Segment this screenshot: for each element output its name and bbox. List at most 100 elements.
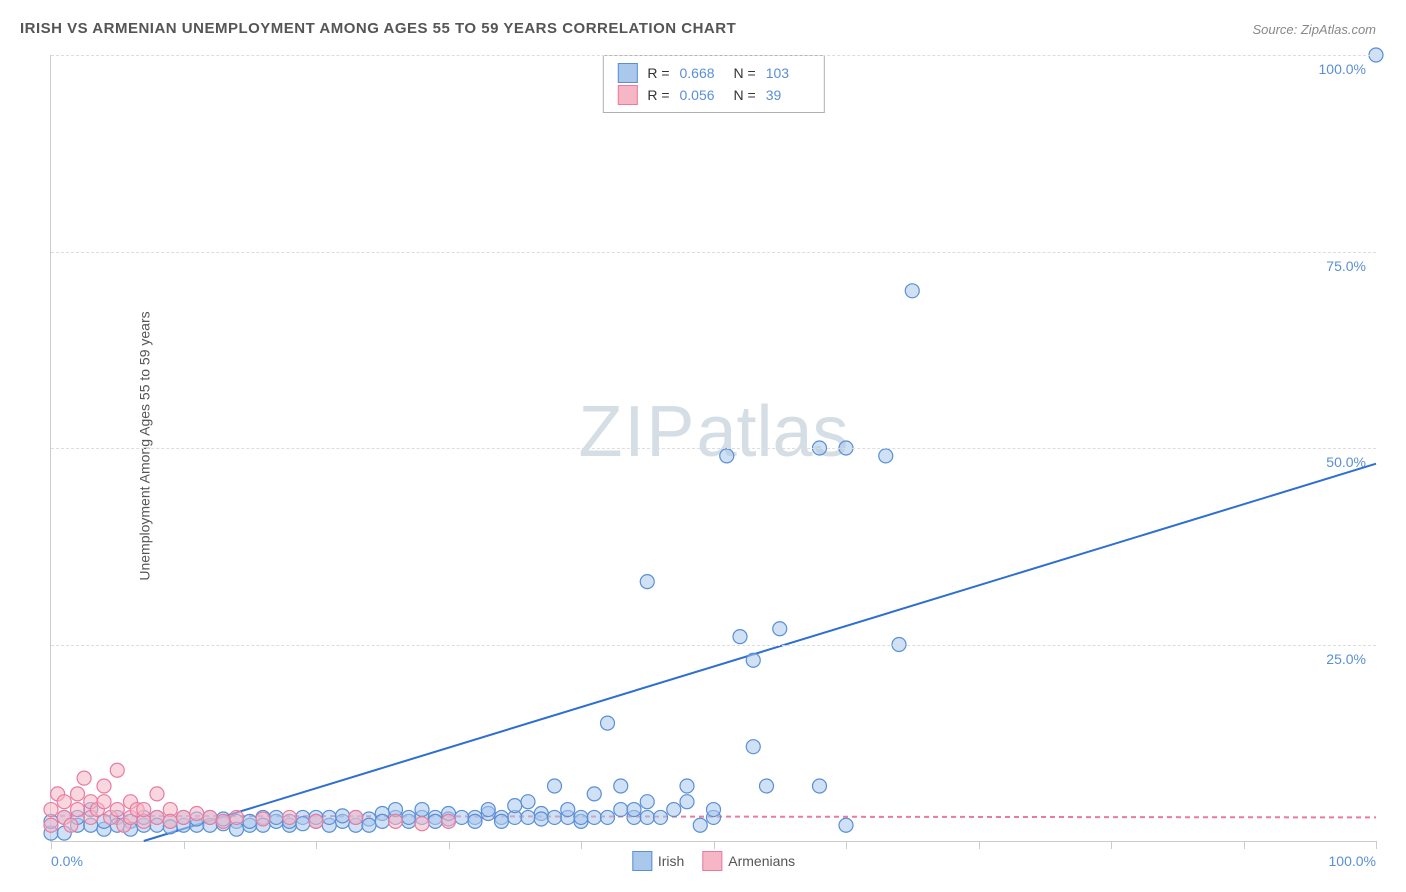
scatter-point <box>601 810 615 824</box>
scatter-point <box>654 810 668 824</box>
scatter-point <box>640 575 654 589</box>
scatter-point <box>97 795 111 809</box>
stats-swatch-0 <box>617 63 637 83</box>
stats-r-label-0: R = <box>647 62 669 84</box>
y-tick-label: 100.0% <box>1319 61 1366 77</box>
x-tick <box>184 841 185 849</box>
stats-row-0: R = 0.668 N = 103 <box>617 62 809 84</box>
legend-swatch-1 <box>702 851 722 871</box>
scatter-point <box>150 810 164 824</box>
scatter-point <box>150 787 164 801</box>
scatter-point <box>137 803 151 817</box>
x-tick <box>1111 841 1112 849</box>
stats-swatch-1 <box>617 85 637 105</box>
scatter-point <box>415 803 429 817</box>
scatter-point <box>587 810 601 824</box>
scatter-point <box>77 771 91 785</box>
scatter-point <box>746 653 760 667</box>
gridline-h <box>51 448 1376 449</box>
scatter-point <box>561 803 575 817</box>
scatter-point <box>614 803 628 817</box>
legend-label-1: Armenians <box>728 853 795 869</box>
scatter-point <box>680 779 694 793</box>
scatter-point <box>707 803 721 817</box>
stats-n-value-1: 39 <box>766 84 810 106</box>
stats-box: R = 0.668 N = 103 R = 0.056 N = 39 <box>602 55 824 113</box>
scatter-point <box>720 449 734 463</box>
scatter-point <box>296 817 310 831</box>
scatter-point <box>44 803 58 817</box>
scatter-point <box>309 814 323 828</box>
scatter-point <box>216 814 230 828</box>
scatter-point <box>322 810 336 824</box>
scatter-point <box>905 284 919 298</box>
scatter-point <box>468 814 482 828</box>
scatter-point <box>640 810 654 824</box>
scatter-point <box>349 810 363 824</box>
legend: Irish Armenians <box>632 851 795 871</box>
scatter-point <box>746 740 760 754</box>
scatter-point <box>640 795 654 809</box>
stats-r-label-1: R = <box>647 84 669 106</box>
scatter-point <box>177 810 191 824</box>
x-tick <box>846 841 847 849</box>
scatter-point <box>375 814 389 828</box>
stats-n-label-0: N = <box>734 62 756 84</box>
scatter-point <box>362 818 376 832</box>
x-tick <box>449 841 450 849</box>
source-attribution: Source: ZipAtlas.com <box>1252 22 1376 37</box>
scatter-point <box>71 803 85 817</box>
scatter-point <box>243 814 257 828</box>
scatter-point <box>402 810 416 824</box>
x-tick <box>316 841 317 849</box>
scatter-point <box>521 795 535 809</box>
scatter-point <box>203 810 217 824</box>
scatter-point <box>667 803 681 817</box>
x-tick <box>714 841 715 849</box>
scatter-point <box>230 810 244 824</box>
gridline-h <box>51 252 1376 253</box>
scatter-point <box>269 810 283 824</box>
legend-item-0: Irish <box>632 851 684 871</box>
scatter-point <box>110 763 124 777</box>
scatter-point <box>574 810 588 824</box>
scatter-point <box>389 814 403 828</box>
scatter-point <box>508 799 522 813</box>
x-axis-start-label: 0.0% <box>51 853 83 869</box>
scatter-point <box>163 814 177 828</box>
scatter-point <box>813 779 827 793</box>
stats-row-1: R = 0.056 N = 39 <box>617 84 809 106</box>
stats-n-value-0: 103 <box>766 62 810 84</box>
stats-n-label-1: N = <box>734 84 756 106</box>
scatter-point <box>693 818 707 832</box>
scatter-point <box>548 810 562 824</box>
scatter-point <box>442 814 456 828</box>
scatter-point <box>760 779 774 793</box>
scatter-point <box>44 818 58 832</box>
scatter-point <box>428 814 442 828</box>
y-tick-label: 75.0% <box>1326 258 1366 274</box>
stats-r-value-0: 0.668 <box>680 62 724 84</box>
scatter-point <box>773 622 787 636</box>
scatter-point <box>97 779 111 793</box>
x-tick <box>1376 841 1377 849</box>
scatter-point <box>879 449 893 463</box>
chart-container: IRISH VS ARMENIAN UNEMPLOYMENT AMONG AGE… <box>0 0 1406 892</box>
scatter-point <box>190 806 204 820</box>
scatter-point <box>680 795 694 809</box>
scatter-point <box>534 812 548 826</box>
chart-title: IRISH VS ARMENIAN UNEMPLOYMENT AMONG AGE… <box>20 20 736 37</box>
scatter-point <box>521 810 535 824</box>
scatter-point <box>64 818 78 832</box>
scatter-point <box>548 779 562 793</box>
scatter-point <box>110 803 124 817</box>
scatter-point <box>415 817 429 831</box>
scatter-point <box>495 814 509 828</box>
gridline-h <box>51 55 1376 56</box>
scatter-point <box>839 818 853 832</box>
x-tick <box>51 841 52 849</box>
y-tick-label: 25.0% <box>1326 651 1366 667</box>
stats-r-value-1: 0.056 <box>680 84 724 106</box>
scatter-point <box>587 787 601 801</box>
legend-label-0: Irish <box>658 853 684 869</box>
